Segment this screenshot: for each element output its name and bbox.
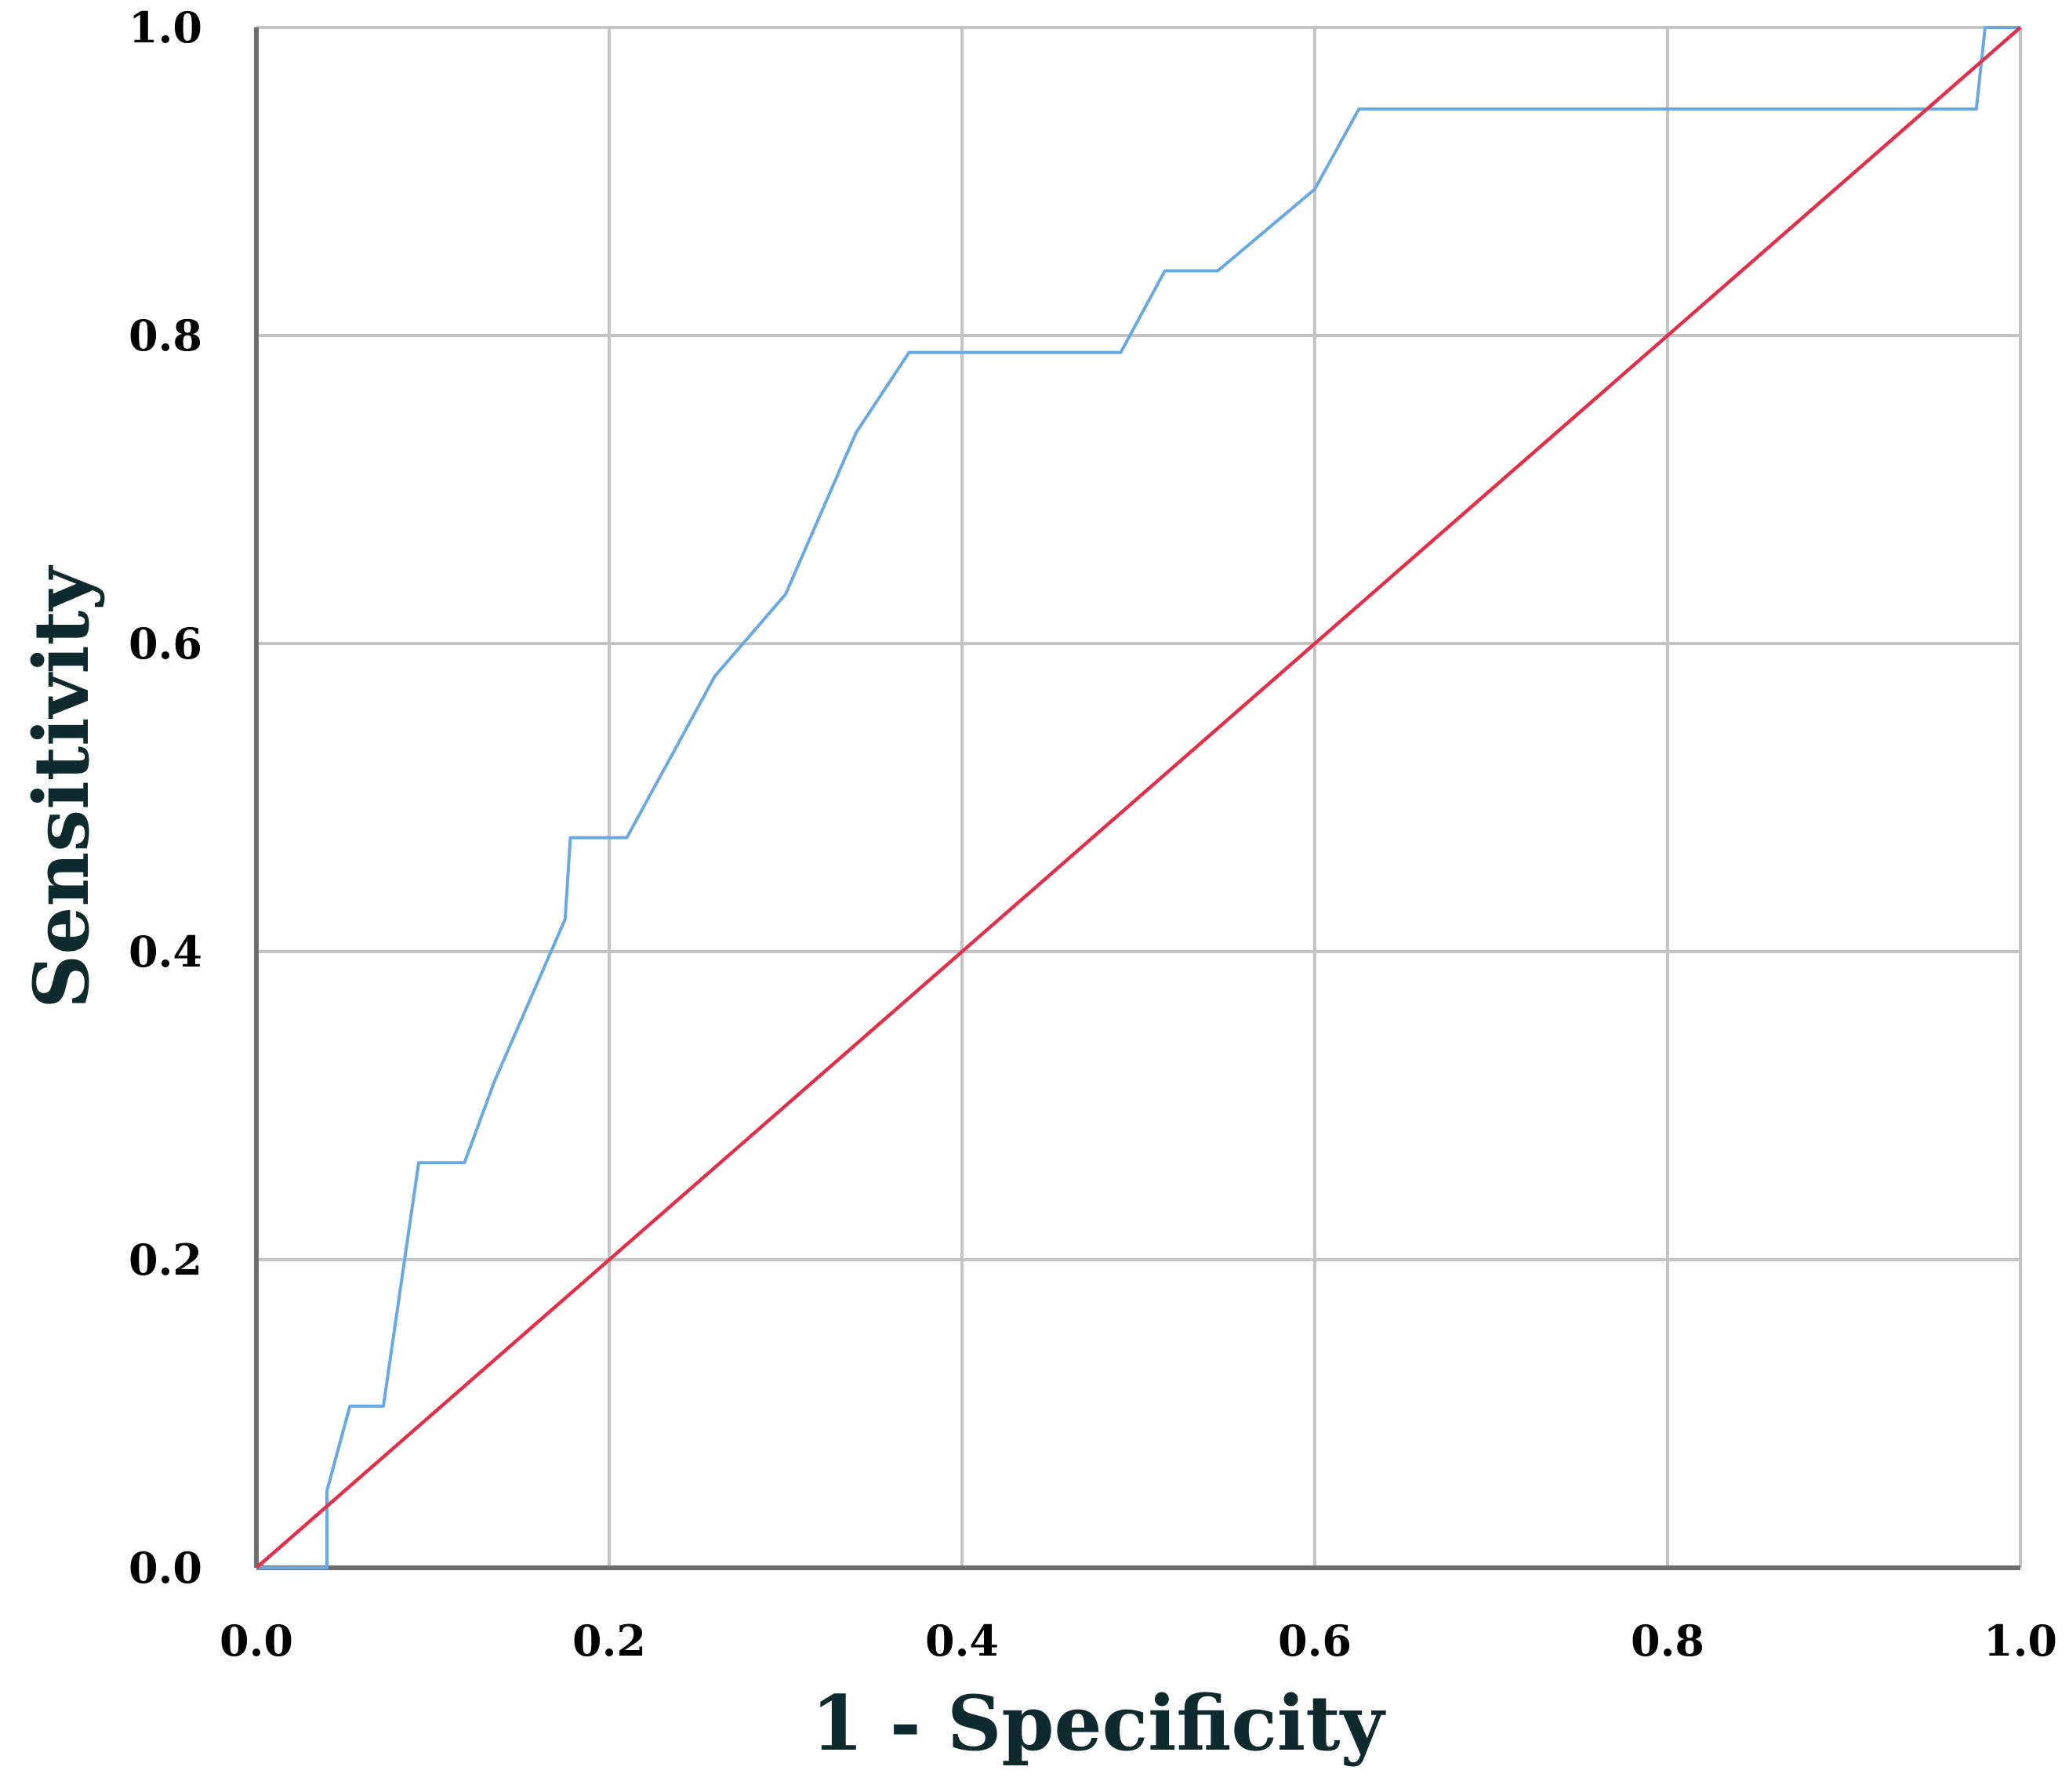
axes — [254, 27, 2020, 1570]
reference-diagonal-line — [255, 26, 2022, 1569]
tick-labels: 0.0 0.2 0.4 0.6 0.8 1.0 0.0 0.2 0.4 0.6 0.8 1.0 — [129, 2, 2057, 1666]
y-axis-title: Sensitivity — [17, 564, 106, 1009]
x-axis-title: 1 - Specificity — [811, 1679, 1387, 1768]
x-tick-label: 1.0 — [1984, 1616, 2057, 1666]
x-tick-label: 0.0 — [220, 1616, 293, 1666]
roc-curve-line — [256, 26, 2020, 1569]
y-tick-label: 0.8 — [129, 310, 202, 361]
series-lines — [255, 26, 2022, 1569]
x-tick-label: 0.6 — [1278, 1616, 1352, 1666]
y-tick-label: 0.0 — [129, 1543, 202, 1593]
y-tick-label: 1.0 — [129, 2, 202, 53]
y-tick-label: 0.4 — [129, 927, 202, 977]
x-tick-label: 0.2 — [572, 1616, 646, 1666]
y-tick-label: 0.6 — [129, 618, 202, 669]
x-tick-label: 0.8 — [1631, 1616, 1704, 1666]
x-tick-label: 0.4 — [925, 1616, 999, 1666]
y-tick-label: 0.2 — [129, 1235, 202, 1285]
